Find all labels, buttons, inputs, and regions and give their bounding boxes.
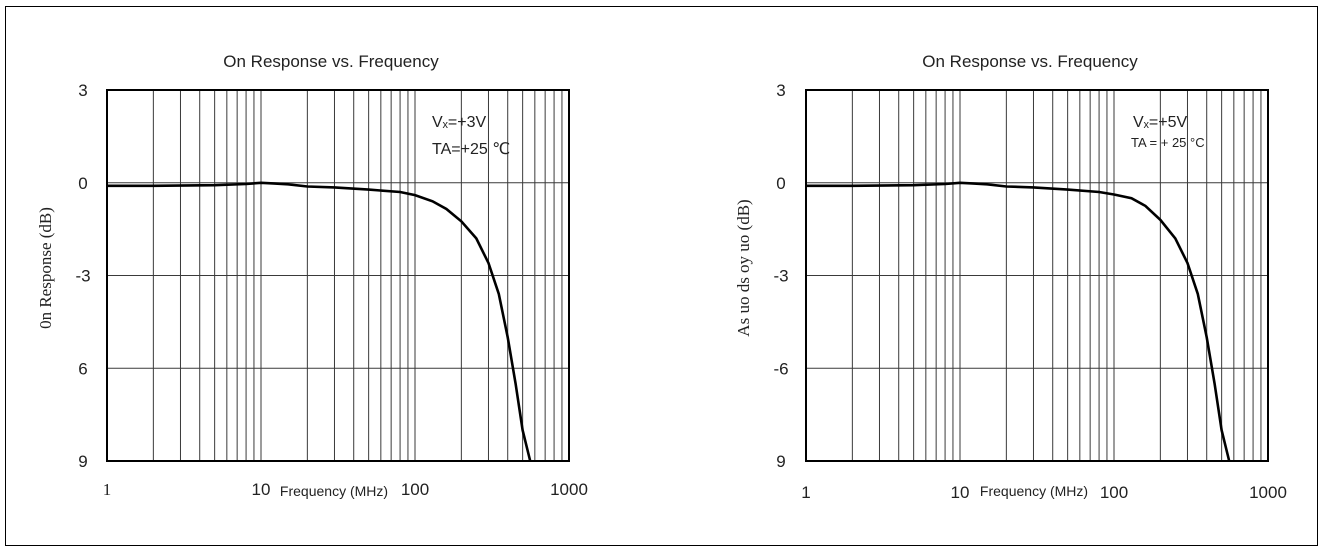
chart-2: On Response vs. Frequency 1 10 100 1000 3 0 -… (734, 52, 1287, 502)
chart-2-annotation-temperature: TA = + 25 °C (1131, 135, 1205, 150)
chart-2-x-tick-label: 1000 (1249, 483, 1287, 502)
chart-1-x-tick-labels: 1 10 100 1000 (103, 480, 588, 499)
figure-frame (5, 6, 1318, 546)
chart-2-y-tick-label: -6 (773, 359, 788, 378)
chart-1-x-tick-label: 10 (252, 480, 271, 499)
chart-1-title: On Response vs. Frequency (223, 52, 439, 71)
chart-2-x-tick-label: 1 (801, 483, 810, 502)
chart-1-grid (107, 90, 569, 461)
chart-1-y-tick-labels: 3 0 -3 6 9 (75, 81, 90, 471)
chart-1-response-curve (107, 181, 532, 462)
chart-1-y-axis-label: 0n Response (dB) (36, 207, 55, 329)
chart-2-title: On Response vs. Frequency (922, 52, 1138, 71)
chart-1-y-tick-label: 6 (78, 359, 87, 378)
chart-2-y-tick-label: 0 (776, 174, 785, 193)
chart-2-annotation-voltage: Vₓ=+5V (1133, 114, 1188, 131)
chart-2-plot-area (805, 89, 1269, 462)
chart-2-y-tick-label: 3 (776, 81, 785, 100)
chart-2-y-tick-label: 9 (776, 452, 785, 471)
chart-1-x-tick-label: 1 (103, 480, 112, 499)
chart-1-x-tick-label: 1000 (550, 480, 588, 499)
chart-1-y-tick-label: 9 (78, 452, 87, 471)
chart-2-y-tick-labels: 3 0 -3 -6 9 (773, 81, 788, 471)
chart-1-y-tick-label: 3 (78, 81, 87, 100)
chart-1-x-axis-label: Frequency (MHz) (280, 483, 388, 499)
chart-2-grid (806, 90, 1268, 461)
chart-1-plot-area (106, 89, 570, 462)
chart-2-y-tick-label: -3 (773, 267, 788, 286)
chart-2-x-tick-label: 10 (951, 483, 970, 502)
chart-2-x-tick-label: 100 (1100, 483, 1128, 502)
chart-1-annotation-voltage: Vₓ=+3V (432, 114, 487, 131)
chart-1-x-tick-label: 100 (401, 480, 429, 499)
chart-1: On Response vs. Frequency 1 10 100 1000 3 0 -… (36, 52, 588, 499)
chart-1-y-tick-label: 0 (78, 174, 87, 193)
chart-1-annotation-temperature: TA=+25 ℃ (432, 141, 510, 158)
chart-1-y-tick-label: -3 (75, 267, 90, 286)
chart-2-response-curve (806, 181, 1231, 462)
chart-2-x-axis-label: Frequency (MHz) (980, 483, 1088, 499)
chart-2-y-axis-label: As uo ds oy uo (dB) (734, 199, 753, 336)
chart-2-x-tick-labels: 1 10 100 1000 (801, 483, 1287, 502)
